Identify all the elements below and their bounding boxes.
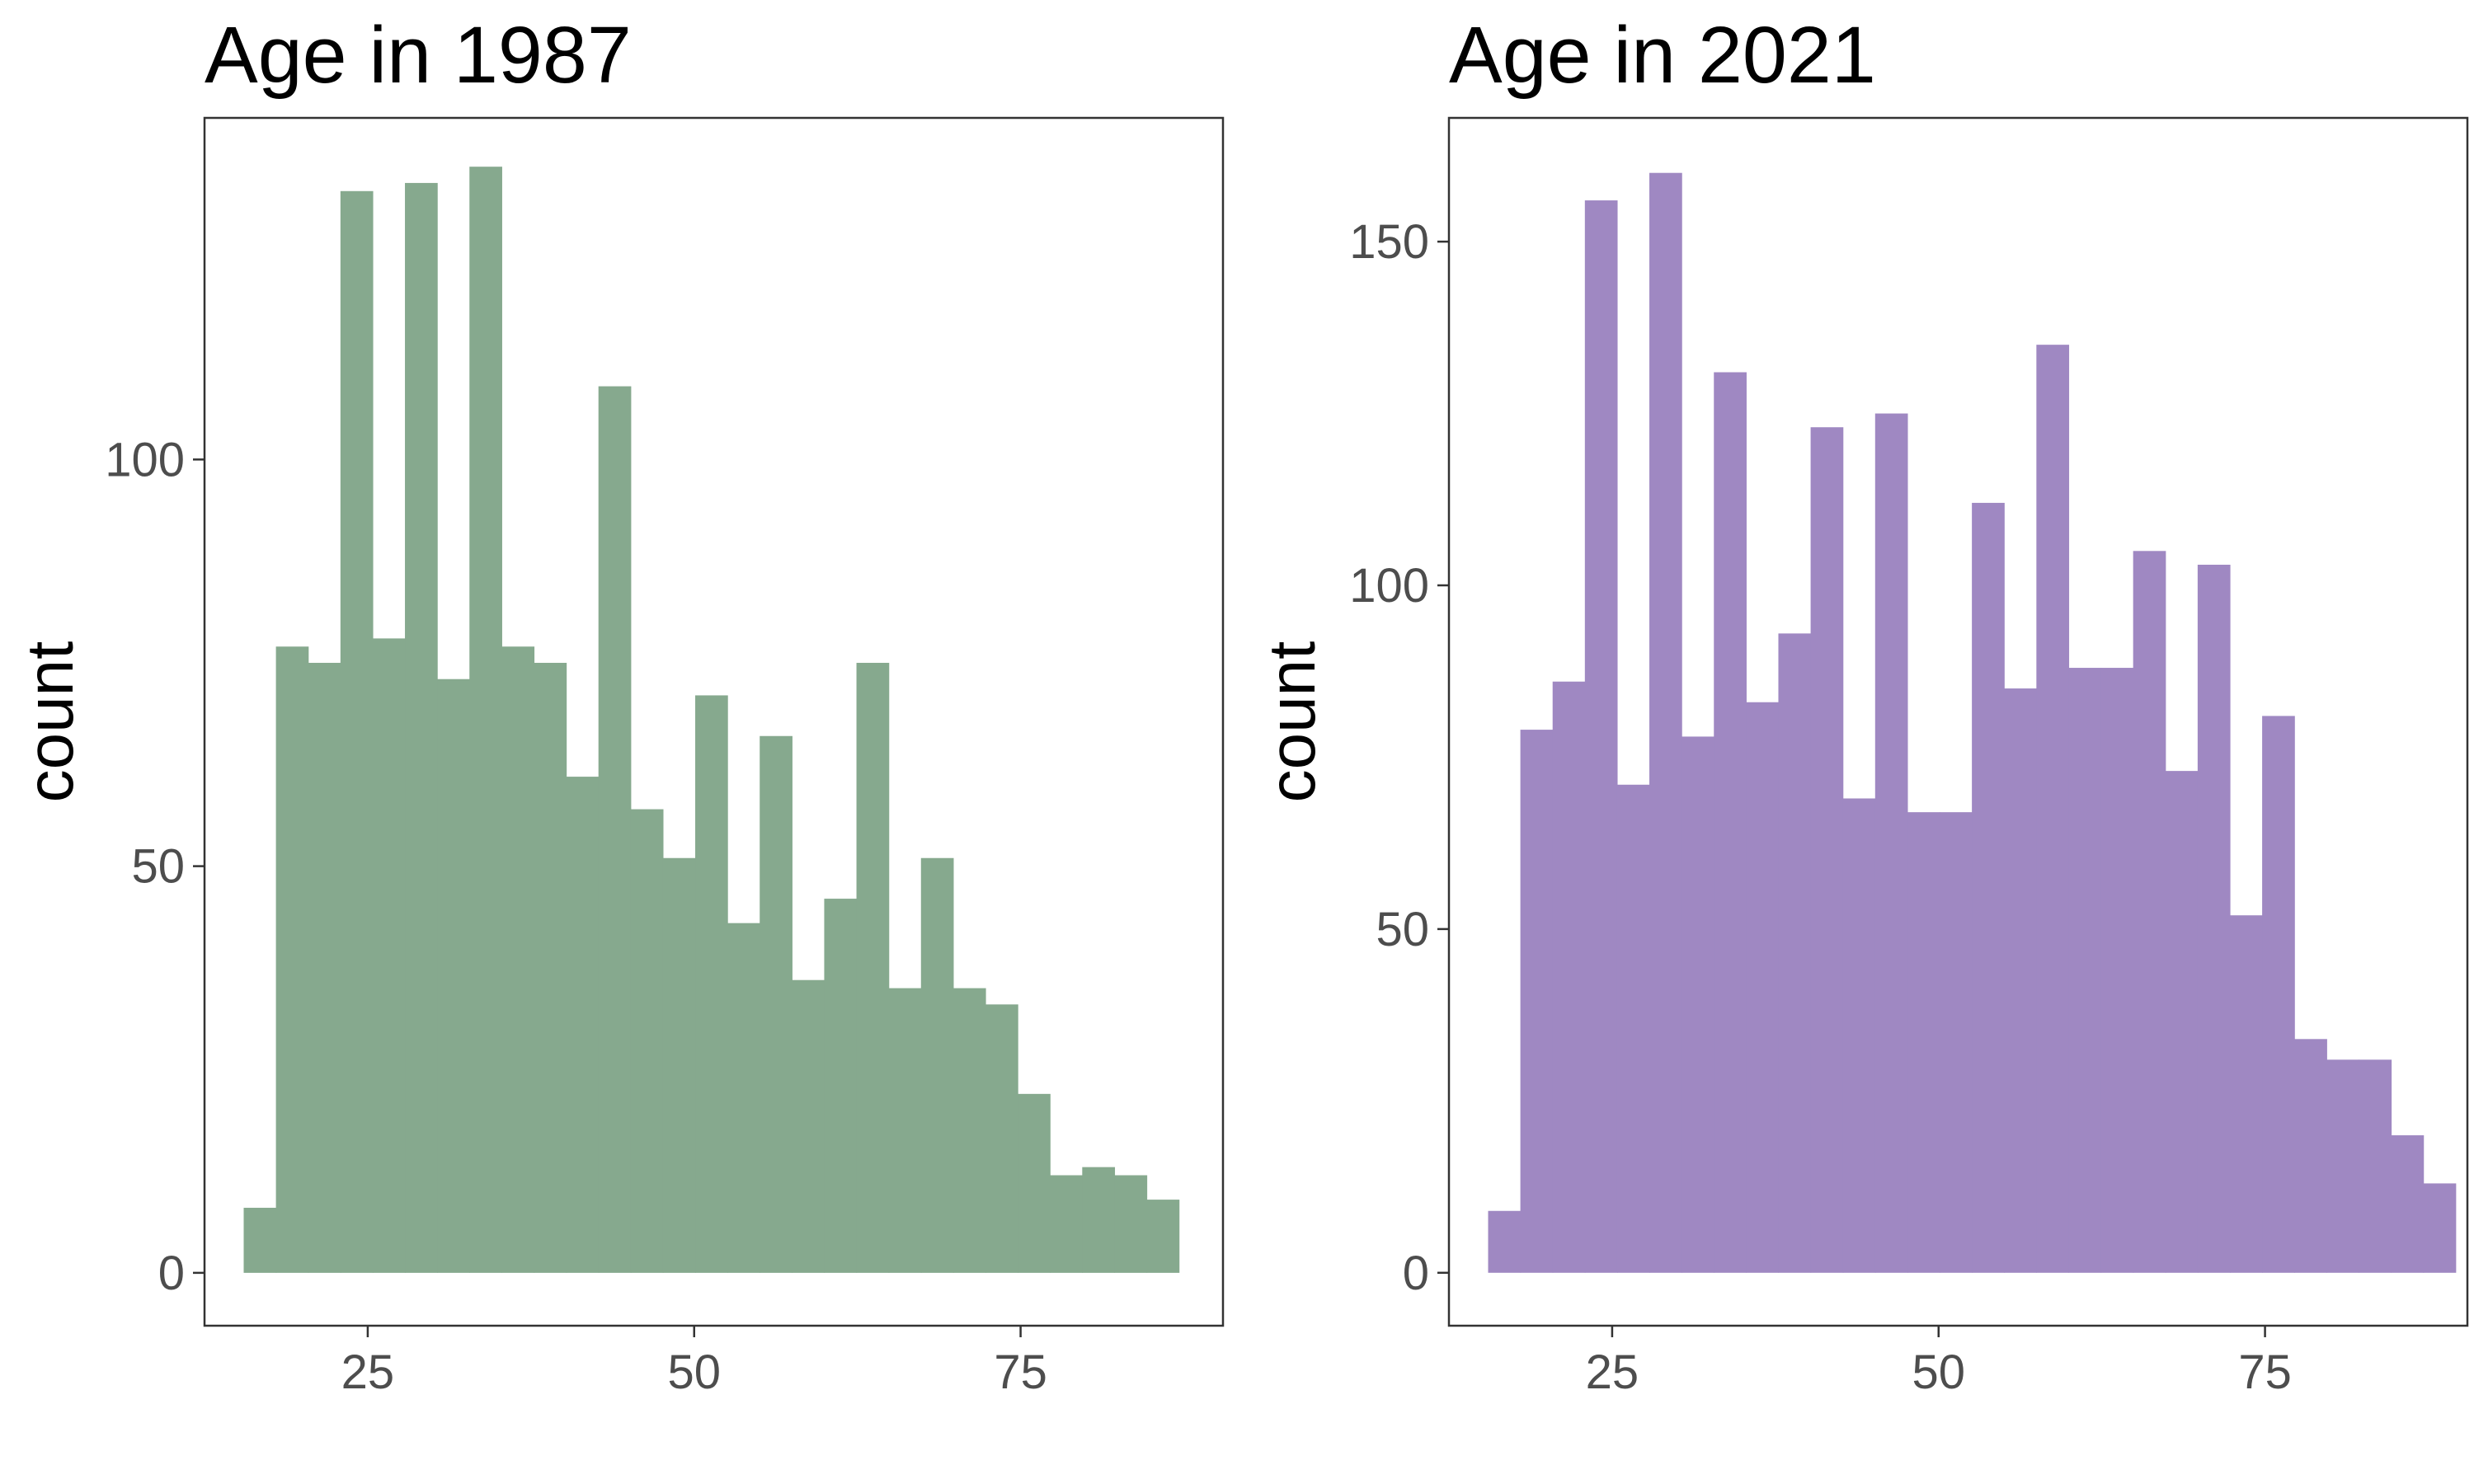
panel-age-1987: 25 50 75 0 50 100 Age in 1987 count	[13, 10, 1225, 1399]
y-tick-label: 0	[1403, 1247, 1429, 1300]
histogram-bar	[2004, 688, 2037, 1273]
histogram-bar	[566, 777, 600, 1273]
histogram-bar	[1778, 633, 1812, 1273]
histogram-bar	[1146, 1200, 1180, 1273]
histogram-bar	[2036, 345, 2070, 1273]
histogram-bar	[2100, 668, 2134, 1273]
histogram-bar	[985, 1004, 1018, 1273]
x-tick-label: 25	[341, 1345, 395, 1399]
histogram-bar	[824, 899, 858, 1273]
panel-border	[1447, 116, 2469, 1327]
histogram-bar	[1552, 681, 1586, 1273]
histogram-bar	[952, 988, 986, 1273]
histogram-bar	[405, 182, 438, 1273]
x-tick-label: 75	[2238, 1345, 2292, 1399]
histogram-bar	[469, 167, 502, 1273]
histogram-bar	[1082, 1167, 1116, 1273]
histogram-bar	[372, 638, 406, 1273]
histogram-bar	[760, 735, 793, 1273]
histogram-bar	[534, 662, 567, 1273]
histogram-bar	[2359, 1059, 2392, 1273]
histogram-bar	[1940, 812, 1973, 1273]
histogram-bar	[1842, 798, 1876, 1273]
y-tick-label: 50	[1376, 903, 1429, 956]
histogram-bar	[1746, 702, 1780, 1273]
histogram-bar	[1810, 427, 1844, 1273]
histogram-bar	[2391, 1135, 2425, 1273]
histogram-bar	[2068, 668, 2102, 1273]
histogram-bar	[2133, 551, 2166, 1273]
histogram-bar	[727, 923, 760, 1273]
x-tick-label: 50	[1912, 1345, 1965, 1399]
histogram-bar	[2294, 1039, 2327, 1273]
histogram-bar	[2262, 716, 2295, 1273]
histogram-bar	[1874, 413, 1908, 1273]
x-tick-label: 25	[1586, 1345, 1639, 1399]
histogram-bar	[630, 809, 664, 1273]
x-tick-label: 50	[667, 1345, 721, 1399]
histogram-bar	[598, 386, 632, 1273]
y-axis-label: count	[1255, 641, 1329, 803]
y-tick-label: 100	[105, 433, 185, 486]
panel-border	[203, 116, 1225, 1327]
histogram-bar	[662, 857, 696, 1273]
chart-title: Age in 2021	[1449, 10, 1876, 100]
panel-age-2021: 25 50 75 0 50 100 150 Age in 2021 count	[1255, 10, 2469, 1399]
y-tick-label: 150	[1349, 215, 1429, 269]
y-tick-label: 0	[158, 1247, 185, 1300]
histogram-bar	[2229, 915, 2263, 1273]
chart-title: Age in 1987	[205, 10, 632, 100]
histogram-bar	[920, 857, 954, 1273]
histogram-bar	[275, 646, 309, 1273]
histogram-bar	[437, 679, 470, 1273]
histogram-bar	[1520, 730, 1554, 1273]
histogram-bar	[501, 646, 535, 1273]
histogram-bar	[1649, 172, 1682, 1273]
histogram-bar	[1584, 200, 1618, 1273]
histogram-bar	[1616, 784, 1650, 1273]
histogram-bar	[2197, 564, 2231, 1273]
histogram-bar	[1050, 1175, 1083, 1273]
histogram-bar	[856, 662, 890, 1273]
y-tick-label: 50	[131, 840, 185, 894]
histogram-bar	[308, 662, 341, 1273]
histogram-bar	[2423, 1183, 2457, 1273]
histogram-bar	[243, 1207, 277, 1273]
histogram-bar	[2165, 771, 2199, 1273]
histogram-bar	[1488, 1210, 1522, 1273]
x-tick-label: 75	[994, 1345, 1047, 1399]
histogram-bar	[1907, 812, 1940, 1273]
histogram-bar	[1018, 1093, 1051, 1273]
histogram-bar	[1681, 736, 1714, 1273]
histogram-bar	[2326, 1059, 2360, 1273]
histogram-bar	[1714, 372, 1747, 1273]
histogram-bar	[1114, 1175, 1148, 1273]
histogram-bar	[888, 988, 922, 1273]
histogram-bar	[792, 979, 825, 1273]
histogram-bar	[1972, 502, 2005, 1273]
y-tick-label: 100	[1349, 559, 1429, 613]
histogram-bar	[340, 190, 374, 1273]
histogram-bar	[695, 695, 728, 1273]
y-axis-label: count	[13, 641, 87, 803]
